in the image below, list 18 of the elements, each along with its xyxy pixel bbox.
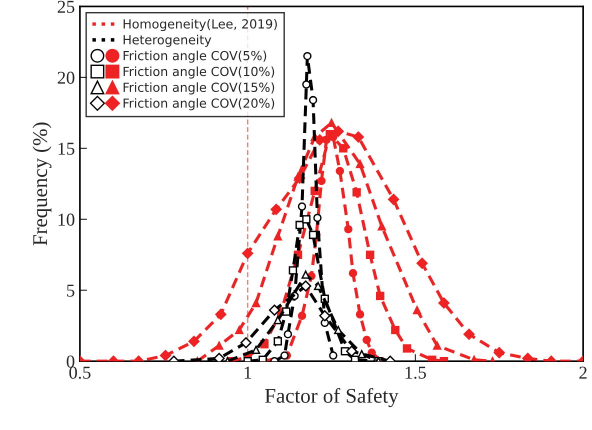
legend-label: Friction angle COV(10%) (124, 66, 274, 79)
x-tick-label: 0.5 (69, 366, 90, 379)
legend-label: Friction angle COV(20%) (124, 98, 274, 110)
y-tick-label: 15 (58, 142, 74, 155)
y-tick-label: 0 (66, 355, 74, 368)
y-tick-label: 25 (58, 0, 74, 13)
legend-label: Friction angle COV(5%) (124, 50, 266, 63)
y-axis-title: Frequency (%) (32, 122, 52, 246)
x-tick-label: 1.5 (406, 366, 426, 379)
y-tick-label: 5 (67, 284, 74, 297)
x-tick-label: 1 (244, 366, 252, 379)
legend-label: Friction angle COV(15%) (124, 82, 274, 94)
annotation: Heterogeneity (124, 34, 212, 47)
y-tick-label: 20 (58, 72, 74, 84)
x-axis-title: Factor of Safety (265, 388, 399, 408)
x-tick-label: 2 (579, 366, 587, 379)
annotation: Homogeneity(Lee, 2019) (124, 18, 277, 32)
y-tick-label: 10 (58, 214, 74, 226)
